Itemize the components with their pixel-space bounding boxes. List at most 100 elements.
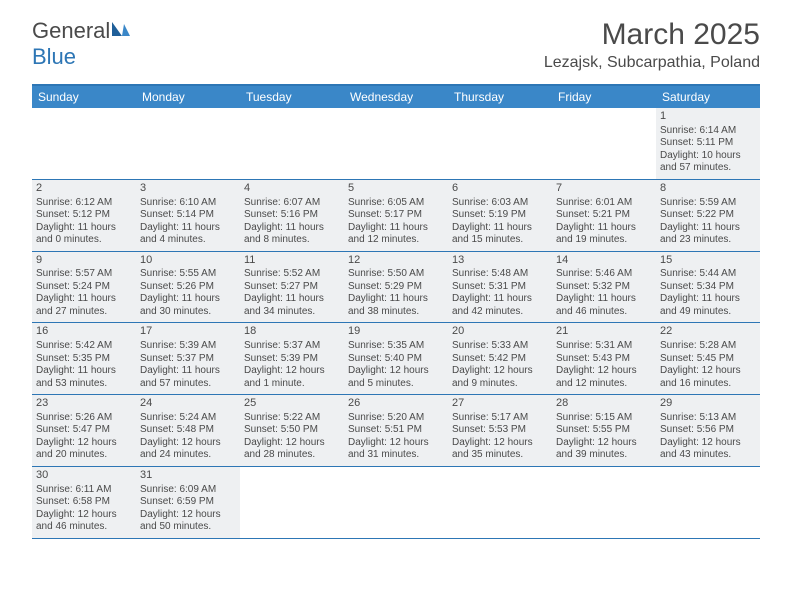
daylight-line: Daylight: 12 hours and 46 minutes. — [36, 509, 131, 534]
day-cell: 29Sunrise: 5:13 AMSunset: 5:56 PMDayligh… — [656, 395, 760, 466]
sunset-line: Sunset: 5:35 PM — [36, 353, 131, 366]
day-cell: 11Sunrise: 5:52 AMSunset: 5:27 PMDayligh… — [240, 252, 344, 323]
sunset-line: Sunset: 5:55 PM — [556, 424, 651, 437]
day-cell: 30Sunrise: 6:11 AMSunset: 6:58 PMDayligh… — [32, 467, 136, 538]
logo-word2: Blue — [32, 44, 76, 69]
sunset-line: Sunset: 6:58 PM — [36, 496, 131, 509]
sunrise-line: Sunrise: 6:14 AM — [660, 125, 755, 138]
day-number: 23 — [36, 397, 131, 411]
sunrise-line: Sunrise: 5:35 AM — [348, 340, 443, 353]
day-number: 2 — [36, 182, 131, 196]
day-cell: 20Sunrise: 5:33 AMSunset: 5:42 PMDayligh… — [448, 323, 552, 394]
day-cell: 22Sunrise: 5:28 AMSunset: 5:45 PMDayligh… — [656, 323, 760, 394]
sunrise-line: Sunrise: 5:52 AM — [244, 268, 339, 281]
week-row: 16Sunrise: 5:42 AMSunset: 5:35 PMDayligh… — [32, 323, 760, 395]
day-cell: 1Sunrise: 6:14 AMSunset: 5:11 PMDaylight… — [656, 108, 760, 179]
daylight-line: Daylight: 12 hours and 28 minutes. — [244, 437, 339, 462]
sunset-line: Sunset: 5:14 PM — [140, 209, 235, 222]
day-number: 17 — [140, 325, 235, 339]
sunset-line: Sunset: 5:32 PM — [556, 281, 651, 294]
day-cell: 28Sunrise: 5:15 AMSunset: 5:55 PMDayligh… — [552, 395, 656, 466]
week-row: 23Sunrise: 5:26 AMSunset: 5:47 PMDayligh… — [32, 395, 760, 467]
daylight-line: Daylight: 12 hours and 9 minutes. — [452, 365, 547, 390]
sunrise-line: Sunrise: 6:07 AM — [244, 197, 339, 210]
daylight-line: Daylight: 11 hours and 57 minutes. — [140, 365, 235, 390]
sunset-line: Sunset: 5:17 PM — [348, 209, 443, 222]
day-cell: 14Sunrise: 5:46 AMSunset: 5:32 PMDayligh… — [552, 252, 656, 323]
day-cell — [552, 108, 656, 179]
sunrise-line: Sunrise: 5:55 AM — [140, 268, 235, 281]
sunset-line: Sunset: 5:50 PM — [244, 424, 339, 437]
sunset-line: Sunset: 5:37 PM — [140, 353, 235, 366]
day-number: 12 — [348, 254, 443, 268]
sunset-line: Sunset: 5:26 PM — [140, 281, 235, 294]
sunrise-line: Sunrise: 5:13 AM — [660, 412, 755, 425]
day-number: 31 — [140, 469, 235, 483]
sunset-line: Sunset: 5:39 PM — [244, 353, 339, 366]
daylight-line: Daylight: 12 hours and 35 minutes. — [452, 437, 547, 462]
daylight-line: Daylight: 11 hours and 46 minutes. — [556, 293, 651, 318]
daylight-line: Daylight: 12 hours and 12 minutes. — [556, 365, 651, 390]
day-cell: 3Sunrise: 6:10 AMSunset: 5:14 PMDaylight… — [136, 180, 240, 251]
sunset-line: Sunset: 5:51 PM — [348, 424, 443, 437]
day-cell: 17Sunrise: 5:39 AMSunset: 5:37 PMDayligh… — [136, 323, 240, 394]
daylight-line: Daylight: 12 hours and 24 minutes. — [140, 437, 235, 462]
daylight-line: Daylight: 12 hours and 31 minutes. — [348, 437, 443, 462]
sunset-line: Sunset: 5:31 PM — [452, 281, 547, 294]
day-number: 15 — [660, 254, 755, 268]
dow-row: SundayMondayTuesdayWednesdayThursdayFrid… — [32, 86, 760, 108]
sunrise-line: Sunrise: 5:22 AM — [244, 412, 339, 425]
day-cell: 13Sunrise: 5:48 AMSunset: 5:31 PMDayligh… — [448, 252, 552, 323]
sunrise-line: Sunrise: 5:44 AM — [660, 268, 755, 281]
sunset-line: Sunset: 5:12 PM — [36, 209, 131, 222]
day-cell — [32, 108, 136, 179]
day-cell: 25Sunrise: 5:22 AMSunset: 5:50 PMDayligh… — [240, 395, 344, 466]
sunset-line: Sunset: 5:42 PM — [452, 353, 547, 366]
day-cell: 8Sunrise: 5:59 AMSunset: 5:22 PMDaylight… — [656, 180, 760, 251]
day-number: 7 — [556, 182, 651, 196]
sunrise-line: Sunrise: 5:20 AM — [348, 412, 443, 425]
day-cell: 16Sunrise: 5:42 AMSunset: 5:35 PMDayligh… — [32, 323, 136, 394]
sunrise-line: Sunrise: 5:28 AM — [660, 340, 755, 353]
daylight-line: Daylight: 12 hours and 43 minutes. — [660, 437, 755, 462]
sunrise-line: Sunrise: 5:39 AM — [140, 340, 235, 353]
sunrise-line: Sunrise: 6:11 AM — [36, 484, 131, 497]
day-number: 14 — [556, 254, 651, 268]
day-number: 13 — [452, 254, 547, 268]
week-row: 9Sunrise: 5:57 AMSunset: 5:24 PMDaylight… — [32, 252, 760, 324]
sunrise-line: Sunrise: 5:24 AM — [140, 412, 235, 425]
day-number: 19 — [348, 325, 443, 339]
sunrise-line: Sunrise: 5:46 AM — [556, 268, 651, 281]
day-cell — [448, 108, 552, 179]
week-row: 1Sunrise: 6:14 AMSunset: 5:11 PMDaylight… — [32, 108, 760, 180]
sunrise-line: Sunrise: 5:15 AM — [556, 412, 651, 425]
sunset-line: Sunset: 5:24 PM — [36, 281, 131, 294]
dow-cell: Wednesday — [344, 86, 448, 108]
sunset-line: Sunset: 5:29 PM — [348, 281, 443, 294]
day-cell — [656, 467, 760, 538]
sunrise-line: Sunrise: 5:42 AM — [36, 340, 131, 353]
sunrise-line: Sunrise: 5:17 AM — [452, 412, 547, 425]
location: Lezajsk, Subcarpathia, Poland — [544, 54, 760, 72]
day-cell: 5Sunrise: 6:05 AMSunset: 5:17 PMDaylight… — [344, 180, 448, 251]
sunrise-line: Sunrise: 6:03 AM — [452, 197, 547, 210]
sunrise-line: Sunrise: 6:09 AM — [140, 484, 235, 497]
header: GeneralBlue March 2025 Lezajsk, Subcarpa… — [0, 0, 792, 76]
day-cell — [136, 108, 240, 179]
daylight-line: Daylight: 12 hours and 16 minutes. — [660, 365, 755, 390]
day-cell: 6Sunrise: 6:03 AMSunset: 5:19 PMDaylight… — [448, 180, 552, 251]
sunset-line: Sunset: 5:56 PM — [660, 424, 755, 437]
day-cell — [344, 108, 448, 179]
calendar: SundayMondayTuesdayWednesdayThursdayFrid… — [32, 84, 760, 539]
day-number: 28 — [556, 397, 651, 411]
day-number: 27 — [452, 397, 547, 411]
daylight-line: Daylight: 12 hours and 5 minutes. — [348, 365, 443, 390]
dow-cell: Thursday — [448, 86, 552, 108]
day-cell: 24Sunrise: 5:24 AMSunset: 5:48 PMDayligh… — [136, 395, 240, 466]
sunset-line: Sunset: 5:45 PM — [660, 353, 755, 366]
daylight-line: Daylight: 10 hours and 57 minutes. — [660, 150, 755, 175]
sunset-line: Sunset: 5:47 PM — [36, 424, 131, 437]
sunrise-line: Sunrise: 5:59 AM — [660, 197, 755, 210]
day-number: 5 — [348, 182, 443, 196]
daylight-line: Daylight: 12 hours and 20 minutes. — [36, 437, 131, 462]
